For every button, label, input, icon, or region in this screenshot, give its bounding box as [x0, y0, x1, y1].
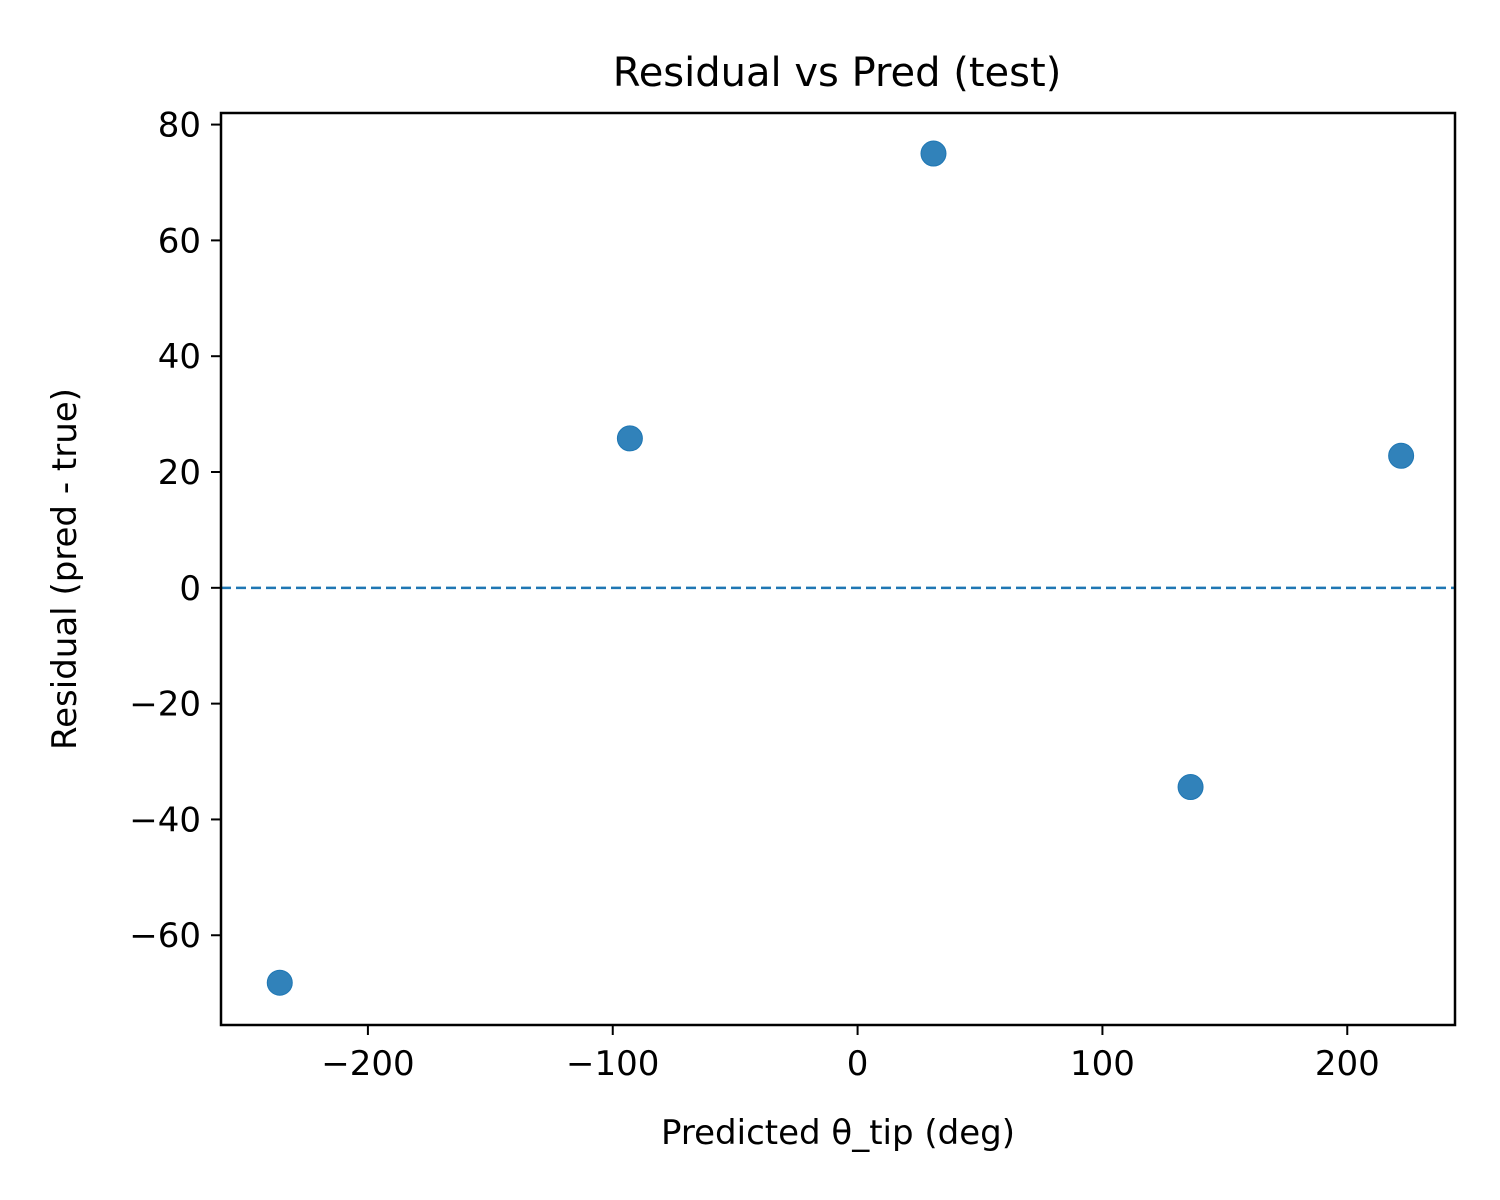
x-tick-label: 0 [847, 1044, 869, 1084]
data-point-1 [266, 969, 293, 996]
x-tick-label: −100 [566, 1044, 659, 1084]
y-tick-label: 20 [158, 453, 201, 493]
y-tick-label: −60 [129, 916, 201, 956]
y-axis-label: Residual (pred - true) [45, 388, 85, 750]
x-tick-label: 200 [1315, 1044, 1380, 1084]
x-tick-label: 100 [1070, 1044, 1135, 1084]
chart-title: Residual vs Pred (test) [613, 50, 1062, 96]
y-axis-ticks: −60 −40 −20 0 20 40 60 80 [129, 106, 221, 956]
data-point-4 [1177, 774, 1204, 801]
y-tick-label: −20 [129, 685, 201, 725]
y-tick-label: 40 [158, 337, 201, 377]
y-tick-label: 60 [158, 221, 201, 261]
y-tick-label: 0 [179, 569, 201, 609]
y-tick-label: 80 [158, 106, 201, 146]
x-axis-ticks: −200 −100 0 100 200 [321, 1025, 1380, 1084]
plot-area-frame [219, 111, 1457, 1027]
x-tick-label: −200 [321, 1044, 414, 1084]
x-axis-label: Predicted θ_tip (deg) [661, 1113, 1015, 1153]
y-tick-label: −40 [129, 800, 201, 840]
data-point-2 [616, 425, 643, 452]
data-point-5 [1388, 442, 1415, 469]
data-points [266, 140, 1415, 996]
data-point-3 [920, 140, 947, 167]
